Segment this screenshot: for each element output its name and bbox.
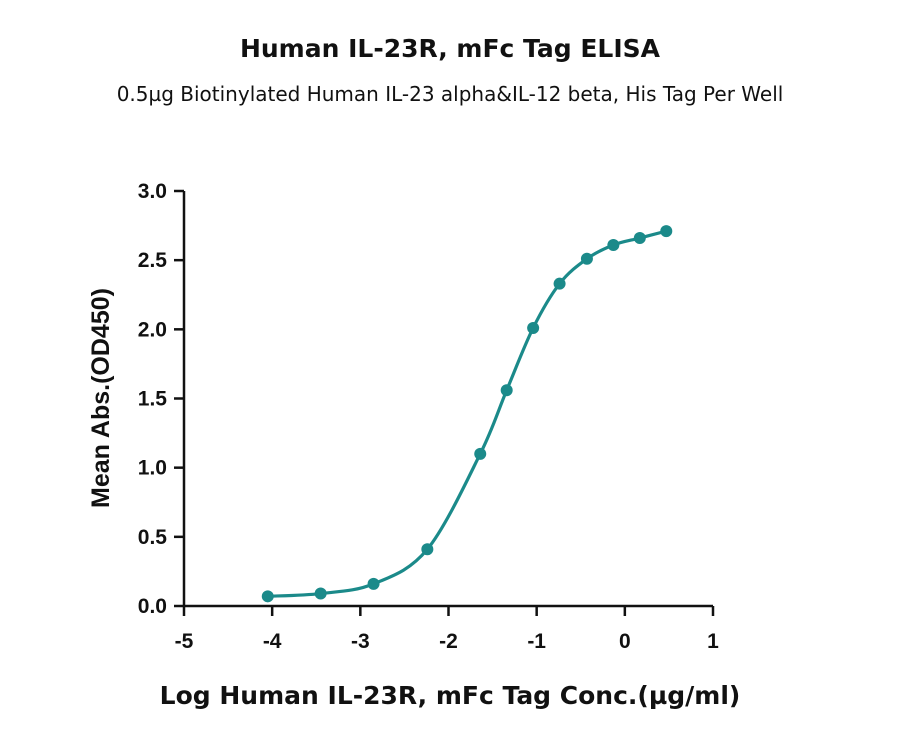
x-tick-label: -3 bbox=[351, 630, 370, 653]
x-tick-label: 0 bbox=[619, 630, 631, 653]
x-axis-ticks: -5 -4 -3 -2 -1 0 1 bbox=[175, 606, 719, 653]
data-point bbox=[607, 238, 620, 251]
x-tick-label: -2 bbox=[439, 630, 458, 653]
data-point bbox=[421, 543, 434, 556]
chart-subtitle: 0.5µg Biotinylated Human IL-23 alpha&IL-… bbox=[116, 82, 784, 106]
y-axis-title: Mean Abs.(OD450) bbox=[87, 288, 115, 508]
chart-title: Human IL-23R, mFc Tag ELISA bbox=[239, 34, 661, 63]
y-axis-ticks: 0.0 0.5 1.0 1.5 2.0 2.5 3.0 bbox=[138, 180, 184, 618]
y-tick-label: 1.0 bbox=[138, 457, 167, 480]
data-point bbox=[527, 321, 540, 334]
data-point bbox=[553, 277, 566, 290]
data-point bbox=[633, 232, 646, 245]
data-points-layer bbox=[261, 225, 673, 603]
data-point bbox=[314, 587, 327, 600]
fit-curve bbox=[266, 229, 668, 598]
data-point bbox=[261, 590, 274, 603]
y-tick-label: 2.5 bbox=[138, 249, 168, 272]
y-tick-label: 0.0 bbox=[138, 595, 167, 618]
x-tick-label: -1 bbox=[527, 630, 546, 653]
data-point bbox=[367, 577, 380, 590]
x-tick-label: 1 bbox=[707, 630, 719, 653]
data-point bbox=[580, 252, 593, 265]
y-tick-label: 0.5 bbox=[138, 526, 168, 549]
y-tick-label: 1.5 bbox=[138, 388, 168, 411]
data-point bbox=[660, 225, 673, 238]
y-tick-label: 2.0 bbox=[138, 318, 167, 341]
x-tick-label: -5 bbox=[175, 630, 194, 653]
y-tick-label: 3.0 bbox=[138, 180, 167, 203]
data-point bbox=[474, 447, 487, 460]
x-tick-label: -4 bbox=[263, 630, 282, 653]
fit-curve-layer bbox=[266, 229, 668, 598]
data-point bbox=[500, 384, 513, 397]
x-axis-title: Log Human IL-23R, mFc Tag Conc.(µg/ml) bbox=[160, 681, 741, 710]
axes bbox=[182, 191, 713, 608]
